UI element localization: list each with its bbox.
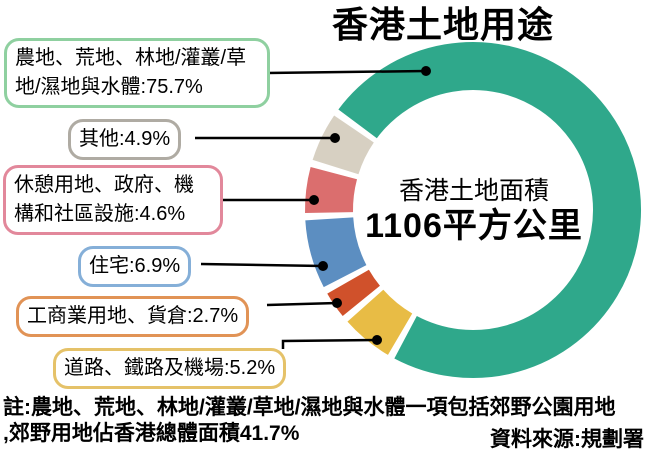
source-text: 資料來源:規劃署 [490, 428, 644, 449]
legend-box-roads-rail-airport: 道路、鐵路及機場:5.2% [53, 348, 287, 389]
callout-lines [195, 69, 427, 349]
callout-line-roads [281, 338, 378, 349]
legend-box-industrial-commercial: 工商業用地、貨倉:2.7% [16, 296, 250, 337]
callout-dot-leisure-gov [309, 195, 319, 205]
legend-box-residential: 住宅:6.9% [78, 246, 192, 287]
callout-line-residential [200, 262, 324, 268]
center-label: 香港土地面積 [398, 177, 549, 205]
legend-box-leisure-gov: 休憩用地、政府、機構和社區設施:4.6% [3, 165, 223, 235]
callout-line-industrial [266, 301, 338, 307]
callout-dots [309, 66, 431, 345]
donut-segment-4 [327, 269, 381, 317]
callout-dot-roads [372, 335, 382, 345]
callout-dot-residential [318, 261, 328, 271]
callout-dot-industrial [332, 298, 342, 308]
callout-line-agriculture [266, 69, 427, 75]
donut-segment-3 [305, 216, 367, 288]
footnote-line1: 註:農地、荒地、林地/灌叢/草地/濕地與水體一項包括郊野公園用地 [3, 396, 616, 419]
donut-segment-1 [312, 115, 375, 175]
donut-segment-0 [338, 42, 641, 378]
page-title: 香港土地用途 [332, 4, 555, 45]
callout-dot-agriculture [421, 66, 431, 76]
center-area-value: 1106平方公里 [365, 207, 583, 245]
legend-box-others: 其他:4.9% [68, 119, 182, 160]
footnote: 註:農地、荒地、林地/灌叢/草地/濕地與水體一項包括郊野公園用地 ,郊野用地佔香… [3, 395, 648, 447]
legend-box-agriculture-forest: 農地、荒地、林地/灌叢/草地/濕地與水體:75.7% [4, 38, 270, 108]
footnote-line2: ,郊野用地佔香港總體面積41.7% [3, 422, 300, 445]
donut-segments [305, 42, 641, 378]
donut-segment-5 [347, 289, 413, 355]
donut-segment-2 [305, 166, 358, 214]
donut-center-text: 香港土地面積 1106平方公里 [343, 177, 605, 245]
callout-dot-others [330, 133, 340, 143]
